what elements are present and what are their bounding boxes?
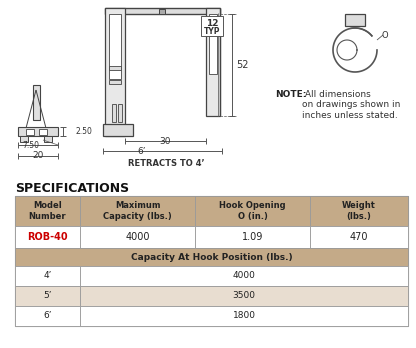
Text: 3500: 3500 <box>233 292 255 301</box>
Bar <box>39 129 47 135</box>
Bar <box>26 129 34 135</box>
Bar <box>103 124 133 136</box>
Bar <box>15 196 408 326</box>
Bar <box>33 85 40 120</box>
Bar <box>18 127 58 136</box>
Text: TYP: TYP <box>204 26 220 35</box>
Text: 20: 20 <box>32 151 44 160</box>
Text: 470: 470 <box>350 232 368 242</box>
Bar <box>15 286 80 306</box>
Text: 4000: 4000 <box>125 232 150 242</box>
Text: 1.09: 1.09 <box>242 232 263 242</box>
Bar <box>15 248 408 266</box>
Bar <box>201 16 223 36</box>
Bar <box>349 16 361 24</box>
Bar <box>44 136 52 142</box>
Bar <box>345 14 365 26</box>
Bar <box>15 306 80 326</box>
Text: 7.50: 7.50 <box>22 141 40 150</box>
Bar <box>209 14 217 74</box>
Bar <box>15 226 80 248</box>
Text: 52: 52 <box>236 60 248 70</box>
Text: 6’: 6’ <box>43 311 52 321</box>
Bar <box>109 66 121 70</box>
Text: Capacity At Hook Position (lbs.): Capacity At Hook Position (lbs.) <box>131 253 292 261</box>
Bar <box>310 196 408 226</box>
Text: 2.50: 2.50 <box>75 127 92 135</box>
Bar <box>310 226 408 248</box>
Text: Model
Number: Model Number <box>29 201 66 221</box>
Text: Maximum
Capacity (lbs.): Maximum Capacity (lbs.) <box>103 201 172 221</box>
Text: 6’: 6’ <box>138 147 146 156</box>
Text: 1800: 1800 <box>233 311 255 321</box>
Text: NOTE:: NOTE: <box>275 90 306 99</box>
Bar <box>195 196 310 226</box>
Bar <box>206 8 220 116</box>
Text: Hook Opening
O (in.): Hook Opening O (in.) <box>219 201 286 221</box>
Bar <box>195 226 310 248</box>
Bar <box>80 226 195 248</box>
Bar <box>80 286 408 306</box>
Bar <box>80 196 195 226</box>
Text: 4000: 4000 <box>233 271 255 280</box>
Text: 5’: 5’ <box>43 292 52 301</box>
Bar <box>20 136 28 142</box>
Text: RETRACTS TO 4’: RETRACTS TO 4’ <box>128 158 204 167</box>
Bar <box>159 9 165 14</box>
Text: ROB-40: ROB-40 <box>27 232 68 242</box>
Bar <box>80 266 408 286</box>
Text: All dimensions
on drawings shown in
inches unless stated.: All dimensions on drawings shown in inch… <box>302 90 400 120</box>
Text: 4’: 4’ <box>43 271 52 280</box>
Text: O: O <box>382 31 388 40</box>
Bar <box>109 80 121 84</box>
Bar <box>112 104 116 122</box>
Bar <box>109 14 121 79</box>
Bar <box>118 104 122 122</box>
Bar <box>15 196 80 226</box>
Text: 30: 30 <box>159 136 171 145</box>
Bar <box>80 306 408 326</box>
Bar <box>105 8 220 14</box>
Text: SPECIFICATIONS: SPECIFICATIONS <box>15 182 129 195</box>
Bar <box>105 8 125 136</box>
Text: Weight
(lbs.): Weight (lbs.) <box>342 201 376 221</box>
Text: 12: 12 <box>206 19 218 29</box>
Bar <box>15 266 80 286</box>
